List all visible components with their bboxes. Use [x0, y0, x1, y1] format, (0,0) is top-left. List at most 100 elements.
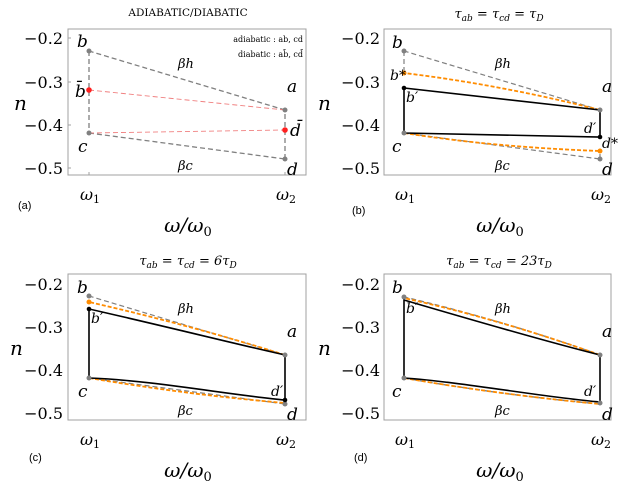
- panel-c-title: τab = τcd = 6τD: [139, 254, 236, 271]
- svg-text:d: d: [287, 160, 298, 180]
- cycle-points: [86, 48, 288, 162]
- panel-a-title: ADIABATIC/DIABATIC: [127, 7, 247, 19]
- svg-text:ω1: ω1: [80, 430, 100, 451]
- cycle-points: [401, 48, 603, 162]
- x-axis-label: ω/ω0: [476, 458, 524, 485]
- panel-b-title: τab = τcd = τD: [454, 7, 543, 24]
- svg-text:b*: b*: [390, 68, 406, 84]
- svg-text:βc: βc: [494, 159, 511, 174]
- svg-text:d′: d′: [584, 384, 597, 400]
- svg-text:b: b: [77, 278, 88, 298]
- svg-text:b̄: b̄: [75, 79, 86, 102]
- svg-text:−0.3: −0.3: [24, 318, 63, 337]
- svg-text:−0.3: −0.3: [341, 318, 380, 337]
- panel-d-tag: (d): [354, 452, 367, 464]
- plot-frame: [383, 28, 612, 176]
- cycle-points: [401, 294, 603, 406]
- svg-text:−0.5: −0.5: [341, 159, 380, 178]
- svg-text:ω2: ω2: [591, 430, 611, 451]
- svg-text:d*: d*: [602, 136, 618, 152]
- point-labels: b a c d b′ d′ βh βc: [392, 278, 613, 425]
- y-axis: −0.2 −0.3 −0.4 −0.5: [341, 275, 380, 423]
- svg-text:a: a: [287, 77, 297, 97]
- panel-a-tag: (a): [18, 200, 31, 212]
- y-axis: −0.2 −0.3 −0.4 −0.5: [24, 275, 63, 423]
- svg-text:ω2: ω2: [591, 185, 611, 206]
- svg-text:d: d: [602, 160, 613, 180]
- plot-frame: [67, 273, 307, 421]
- svg-text:c: c: [78, 382, 88, 402]
- svg-text:−0.2: −0.2: [24, 275, 63, 294]
- svg-text:b′: b′: [406, 301, 419, 317]
- svg-text:−0.3: −0.3: [341, 73, 380, 92]
- svg-text:d: d: [287, 405, 298, 425]
- y-axis-label: n: [318, 336, 331, 360]
- panel-d-title: τab = τcd = 23τD: [446, 254, 552, 271]
- starred-curve: [88, 301, 286, 404]
- svg-text:d′: d′: [584, 121, 597, 137]
- svg-text:d′: d′: [271, 384, 284, 400]
- svg-text:−0.5: −0.5: [341, 404, 380, 423]
- svg-text:b: b: [77, 32, 88, 52]
- x-axis-label: ω/ω0: [476, 213, 524, 240]
- plot-frame: [383, 273, 612, 421]
- point-labels: b a c d b′ d′ βh βc: [77, 278, 298, 425]
- svg-text:−0.5: −0.5: [24, 159, 63, 178]
- svg-text:c: c: [78, 137, 88, 157]
- real-cycle: [88, 307, 286, 401]
- svg-text:−0.4: −0.4: [24, 116, 63, 135]
- svg-text:b: b: [392, 33, 403, 53]
- svg-text:−0.2: −0.2: [341, 275, 380, 294]
- svg-text:βh: βh: [177, 302, 194, 317]
- svg-text:βh: βh: [177, 57, 194, 72]
- starred-curve: [403, 72, 601, 152]
- svg-text:−0.2: −0.2: [24, 29, 63, 48]
- svg-text:b′: b′: [406, 90, 419, 106]
- panel-c: τab = τcd = 6τD −0.2 −0.3 −0.4 −0.5 n ω1…: [10, 254, 307, 485]
- svg-text:a: a: [287, 322, 297, 342]
- svg-text:βh: βh: [494, 57, 511, 72]
- x-axis: ω1 ω2: [395, 430, 611, 451]
- svg-text:a: a: [602, 322, 612, 342]
- legend-diabatic: diabatic : ab̄, cd̄: [238, 49, 304, 59]
- svg-text:βc: βc: [177, 404, 194, 419]
- svg-text:βc: βc: [177, 159, 194, 174]
- x-axis: ω1 ω2: [395, 185, 611, 206]
- starred-curve: [403, 297, 601, 405]
- y-axis: −0.2 −0.3 −0.4 −0.5: [341, 29, 380, 178]
- svg-text:ω2: ω2: [276, 430, 296, 451]
- svg-text:βc: βc: [494, 404, 511, 419]
- plot-frame: [67, 28, 307, 176]
- panel-a: ADIABATIC/DIABATIC −0.2 −0.3 −0.4 −0.5 n…: [14, 7, 307, 240]
- panel-b-tag: (b): [352, 205, 365, 217]
- svg-text:−0.5: −0.5: [24, 404, 63, 423]
- x-axis: ω1 ω2: [80, 172, 296, 206]
- legend-adiabatic: adiabatic : ab, cd: [233, 35, 303, 44]
- svg-text:d: d: [602, 405, 613, 425]
- svg-text:ω1: ω1: [395, 185, 415, 206]
- y-axis: −0.2 −0.3 −0.4 −0.5: [24, 29, 71, 178]
- y-axis-label: n: [10, 336, 23, 360]
- panel-d: τab = τcd = 23τD −0.2 −0.3 −0.4 −0.5 n ω…: [318, 254, 613, 485]
- svg-text:d̄: d̄: [290, 118, 303, 141]
- real-cycle: [403, 87, 601, 138]
- svg-text:βh: βh: [494, 302, 511, 317]
- panel-b: τab = τcd = τD −0.2 −0.3 −0.4 −0.5 n ω1 …: [318, 7, 618, 240]
- svg-text:a: a: [602, 77, 612, 97]
- svg-text:−0.2: −0.2: [341, 29, 380, 48]
- x-axis-label: ω/ω0: [164, 458, 212, 485]
- svg-text:ω1: ω1: [395, 430, 415, 451]
- cycle-points: [86, 293, 288, 407]
- x-axis-label: ω/ω0: [164, 213, 212, 240]
- y-axis-label: n: [14, 91, 27, 115]
- svg-text:−0.3: −0.3: [24, 73, 63, 92]
- svg-text:ω2: ω2: [276, 185, 296, 206]
- svg-text:−0.4: −0.4: [24, 361, 63, 380]
- point-labels: b a c d b* d* b′ d′ βh βc: [390, 33, 618, 180]
- svg-text:−0.4: −0.4: [341, 361, 380, 380]
- svg-text:b: b: [392, 278, 403, 298]
- panel-c-tag: (c): [29, 452, 42, 464]
- svg-text:c: c: [392, 137, 402, 157]
- svg-text:−0.4: −0.4: [341, 116, 380, 135]
- diabatic-lines: [88, 89, 286, 134]
